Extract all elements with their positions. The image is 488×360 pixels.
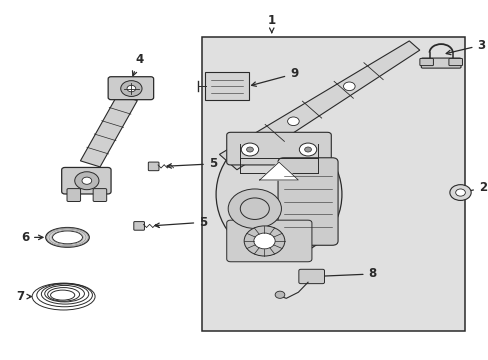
- FancyBboxPatch shape: [148, 162, 159, 171]
- FancyBboxPatch shape: [67, 189, 81, 202]
- Ellipse shape: [52, 231, 82, 244]
- Circle shape: [275, 291, 284, 298]
- Circle shape: [228, 189, 281, 228]
- FancyBboxPatch shape: [204, 72, 248, 100]
- Circle shape: [299, 143, 316, 156]
- FancyBboxPatch shape: [93, 189, 106, 202]
- Text: 8: 8: [318, 267, 376, 280]
- Ellipse shape: [45, 228, 89, 247]
- Text: 5: 5: [155, 216, 207, 229]
- Circle shape: [246, 147, 253, 152]
- FancyBboxPatch shape: [134, 222, 144, 230]
- Text: 4: 4: [132, 53, 143, 76]
- Circle shape: [241, 143, 258, 156]
- FancyBboxPatch shape: [61, 167, 111, 194]
- Circle shape: [82, 177, 92, 184]
- Text: 6: 6: [20, 231, 43, 244]
- Circle shape: [121, 81, 142, 96]
- Circle shape: [244, 226, 284, 256]
- FancyBboxPatch shape: [421, 58, 460, 68]
- Circle shape: [287, 117, 299, 126]
- Ellipse shape: [216, 132, 341, 257]
- Circle shape: [127, 85, 136, 92]
- Polygon shape: [80, 94, 137, 167]
- Polygon shape: [219, 41, 419, 170]
- Text: 9: 9: [251, 67, 298, 86]
- FancyBboxPatch shape: [226, 220, 311, 262]
- FancyBboxPatch shape: [448, 58, 462, 66]
- Circle shape: [449, 185, 470, 201]
- Circle shape: [304, 147, 311, 152]
- FancyBboxPatch shape: [298, 269, 324, 284]
- Circle shape: [75, 172, 99, 190]
- Circle shape: [253, 233, 275, 249]
- FancyBboxPatch shape: [226, 132, 330, 165]
- Polygon shape: [259, 162, 298, 180]
- Bar: [201, 37, 465, 330]
- Circle shape: [343, 82, 354, 91]
- Text: 1: 1: [267, 14, 275, 33]
- Text: 2: 2: [465, 181, 486, 194]
- Circle shape: [455, 189, 465, 196]
- Text: 3: 3: [445, 39, 485, 55]
- FancyBboxPatch shape: [419, 58, 432, 66]
- Text: 5: 5: [167, 157, 217, 170]
- FancyBboxPatch shape: [278, 158, 337, 245]
- FancyBboxPatch shape: [108, 77, 153, 100]
- Text: 7: 7: [16, 290, 31, 303]
